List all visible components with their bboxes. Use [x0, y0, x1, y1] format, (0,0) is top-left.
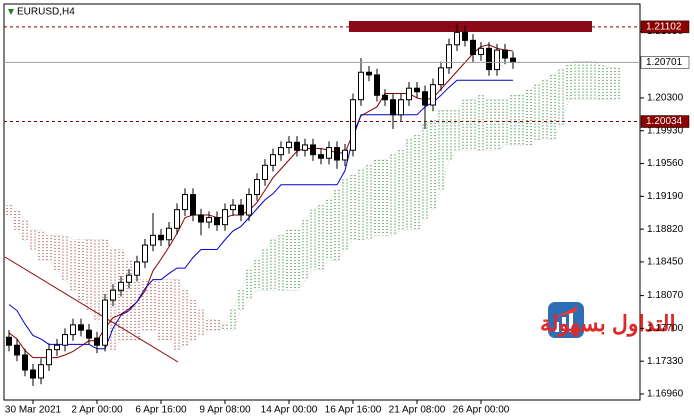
y-tick-label: 1.18070 — [647, 290, 684, 301]
x-tick-label: 16 Apr 16:00 — [325, 405, 382, 416]
y-tick-label: 1.18820 — [647, 224, 684, 235]
price-level-label: 1.20701 — [646, 57, 683, 68]
candle-body — [158, 234, 164, 241]
candle-body — [462, 31, 468, 41]
candle-body — [398, 99, 404, 116]
price-zone — [349, 21, 592, 32]
x-tick-label: 14 Apr 00:00 — [261, 405, 318, 416]
plot — [6, 23, 620, 386]
candle-body — [110, 289, 116, 301]
watermark: التداول بسهولة — [540, 311, 676, 337]
candle-body — [182, 194, 188, 211]
y-tick-label: 1.20300 — [647, 93, 684, 104]
candle-body — [414, 87, 420, 93]
candle-body — [150, 234, 156, 246]
candle-body — [206, 217, 212, 223]
candle-body — [54, 344, 60, 351]
candle-body — [14, 344, 20, 356]
candle-body — [510, 57, 516, 63]
candle-body — [334, 147, 340, 161]
x-tick-label: 6 Apr 16:00 — [135, 405, 187, 416]
candle-body — [366, 71, 372, 76]
candle-body — [166, 227, 172, 241]
candle-body — [494, 49, 500, 71]
candle-body — [342, 149, 348, 161]
y-tick-label: 1.19930 — [647, 125, 684, 136]
candle-body — [86, 329, 92, 339]
candle-body — [254, 178, 260, 196]
candle-body — [318, 154, 324, 159]
candle-body — [286, 141, 292, 149]
y-tick-label: 1.19560 — [647, 158, 684, 169]
x-tick-label: 30 Mar 2021 — [5, 405, 62, 416]
candle-body — [486, 47, 492, 71]
candle-body — [262, 164, 268, 180]
indicator-line — [8, 44, 514, 359]
candle-body — [454, 31, 460, 46]
candle-body — [30, 369, 36, 379]
candle-body — [62, 334, 68, 346]
candle-body — [270, 154, 276, 166]
candle-body — [374, 74, 380, 96]
candle-body — [46, 349, 52, 366]
price-level-box — [640, 56, 690, 69]
candle-body — [478, 47, 484, 56]
candle-body — [198, 214, 204, 223]
candle-body — [94, 337, 100, 346]
y-tick-label: 1.17330 — [647, 356, 684, 367]
indicator-line — [8, 79, 513, 350]
chart-title: EURUSD,H4 — [17, 7, 75, 18]
candle-body — [126, 274, 132, 283]
candle-body — [134, 261, 140, 276]
price-level-label: 1.21102 — [646, 22, 682, 33]
candle-body — [326, 147, 332, 159]
x-tick-label: 21 Apr 08:00 — [389, 405, 446, 416]
candle-body — [310, 144, 316, 156]
candle-body — [214, 217, 220, 226]
candle-body — [382, 94, 388, 101]
candle-body — [278, 147, 284, 156]
candle-body — [70, 324, 76, 336]
candle-body — [350, 99, 356, 151]
candle-body — [190, 194, 196, 216]
plot-frame — [3, 3, 641, 401]
candle-body — [174, 209, 180, 229]
logo-icon — [548, 302, 584, 338]
candle-body — [222, 209, 228, 226]
price-level-box — [640, 115, 690, 128]
candle-body — [6, 336, 12, 346]
candle-body — [38, 364, 44, 379]
y-tick-label: 1.18450 — [647, 257, 684, 268]
candle-body — [406, 87, 412, 101]
y-tick-label: 1.17700 — [647, 323, 684, 334]
candle-body — [502, 49, 508, 59]
candle-body — [438, 67, 444, 86]
candle-body — [358, 71, 364, 101]
candle-body — [446, 44, 452, 69]
candle-body — [294, 141, 300, 151]
candle-body — [390, 99, 396, 116]
x-tick-label: 9 Apr 08:00 — [199, 405, 251, 416]
candle-body — [246, 194, 252, 216]
title-icon — [8, 9, 14, 15]
y-tick-label: 1.16960 — [647, 389, 684, 400]
candle-body — [302, 144, 308, 151]
candle-body — [22, 354, 28, 371]
candle-body — [118, 281, 124, 291]
candle-body — [430, 84, 436, 106]
x-tick-label: 2 Apr 00:00 — [71, 405, 123, 416]
price-level-label: 1.20034 — [646, 116, 683, 127]
candle-body — [78, 324, 84, 331]
candle-body — [230, 204, 236, 211]
x-tick-label: 26 Apr 00:00 — [453, 405, 510, 416]
candle-body — [142, 244, 148, 263]
candle-body — [102, 299, 108, 346]
y-tick-label: 1.19190 — [647, 191, 684, 202]
candle-body — [470, 39, 476, 56]
candle-body — [238, 204, 244, 216]
price-level-box — [640, 20, 690, 34]
candle-body — [422, 91, 428, 106]
